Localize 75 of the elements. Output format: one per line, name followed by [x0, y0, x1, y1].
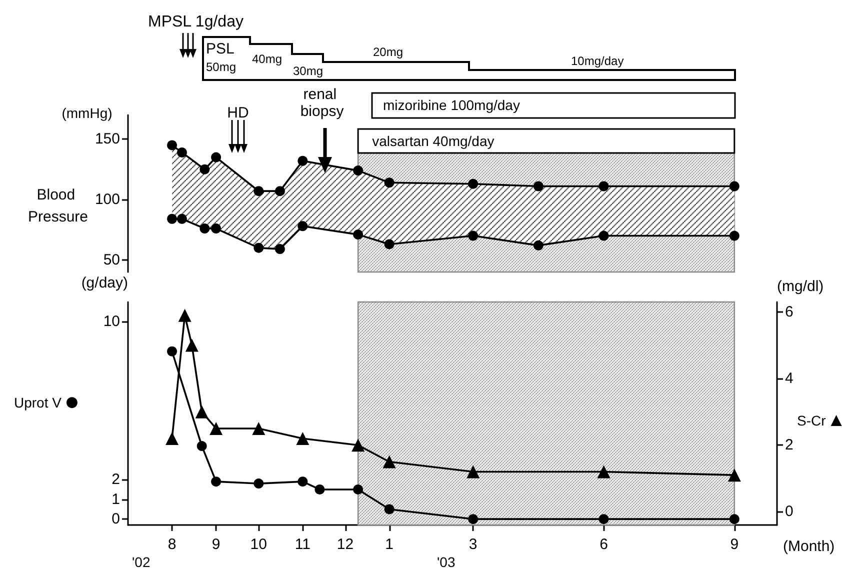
legend-label: S-Cr: [796, 412, 826, 428]
x-axis-title: (Month): [783, 538, 835, 555]
point: [597, 465, 610, 478]
point: [729, 230, 740, 241]
point: [167, 346, 178, 356]
y2-tick-label: 0: [785, 503, 794, 520]
text: 50mg: [206, 60, 236, 74]
point: [382, 455, 396, 468]
x-tick-label: 10: [250, 536, 267, 553]
legend-label: Uprot V: [14, 394, 62, 411]
text: 40mg: [252, 52, 282, 66]
point: [598, 181, 609, 192]
point: [466, 465, 480, 478]
text: (mmHg): [62, 105, 112, 121]
point: [211, 152, 222, 162]
y-tick-label: 150: [94, 130, 120, 148]
y-axis-title: Blood Pressure: [28, 186, 88, 226]
point: [729, 514, 740, 524]
y-tick-label: 50: [103, 251, 120, 268]
text: '03: [437, 554, 456, 570]
point: [185, 338, 198, 352]
point: [210, 422, 223, 435]
point: [211, 476, 222, 487]
text: '02: [132, 554, 150, 570]
y-tick-label: 100: [94, 191, 120, 208]
x-tick-label: 1: [385, 536, 394, 553]
y-axis-title: (g/day): [81, 274, 128, 292]
point: [254, 478, 264, 489]
point: [195, 405, 208, 418]
y-tick-label: 1: [112, 490, 120, 508]
x-tick-label: 12: [336, 536, 354, 553]
text: PSL: [206, 40, 234, 58]
text: 20mg: [373, 45, 404, 59]
x-tick-label: 8: [168, 536, 176, 553]
point: [352, 438, 365, 452]
point: [598, 514, 609, 524]
point: [167, 140, 178, 150]
annotation: renal biopsy: [300, 86, 344, 120]
text: 30mg: [293, 64, 324, 78]
point: [533, 240, 544, 250]
point: [468, 514, 478, 524]
point: [729, 181, 740, 192]
point: [353, 484, 364, 494]
x-tick-label: 9: [730, 536, 739, 553]
point: [166, 432, 179, 445]
y-tick-label: 2: [112, 471, 120, 488]
point: [298, 156, 308, 166]
point: [178, 308, 192, 322]
y2-tick-label: 6: [785, 303, 794, 320]
x-tick-label: 11: [294, 536, 310, 553]
x-tick-label: 9: [212, 536, 220, 553]
point: [728, 468, 741, 482]
point: [176, 147, 187, 158]
band-label: valsartan 40mg/day: [372, 133, 494, 149]
text: MPSL 1g/day: [148, 14, 244, 30]
point: [384, 239, 394, 250]
x-tick-label: 6: [600, 536, 608, 553]
y2-axis-title: (mg/dl): [777, 278, 824, 295]
point: [298, 476, 308, 487]
annotation: HD: [227, 104, 249, 122]
y-tick-label: 10: [103, 313, 120, 330]
point: [384, 504, 394, 514]
point: [200, 224, 210, 234]
point: [314, 484, 325, 494]
text: mizoribine 100mg/day: [383, 97, 520, 113]
y2-tick-label: 2: [785, 436, 794, 454]
point: [296, 432, 310, 445]
text: 10mg/day: [571, 54, 624, 68]
point: [274, 244, 285, 254]
y2-tick-label: 4: [785, 370, 794, 388]
y-tick-label: 0: [112, 510, 120, 528]
point: [167, 214, 178, 224]
point: [196, 441, 207, 452]
point: [252, 422, 266, 435]
x-tick-label: 3: [468, 536, 478, 553]
